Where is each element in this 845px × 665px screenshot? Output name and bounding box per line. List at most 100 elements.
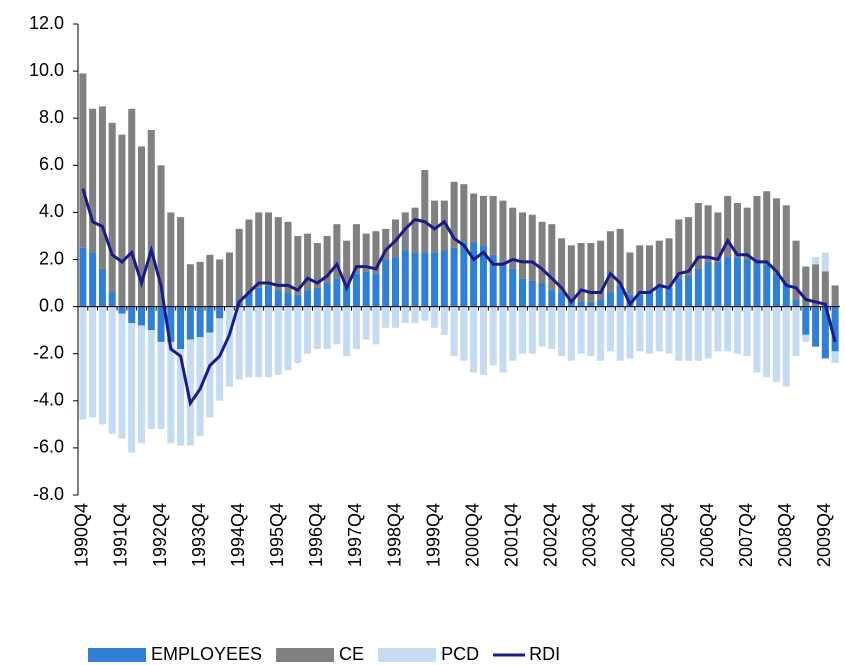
bar bbox=[763, 191, 771, 265]
bar bbox=[118, 313, 126, 439]
bar bbox=[460, 184, 468, 244]
bar bbox=[558, 306, 566, 357]
bar bbox=[167, 306, 175, 342]
bar bbox=[304, 233, 312, 291]
bar bbox=[509, 306, 517, 361]
bar bbox=[675, 278, 683, 307]
bar bbox=[177, 217, 185, 307]
bar bbox=[206, 332, 214, 418]
bar bbox=[294, 306, 302, 364]
bar bbox=[118, 306, 126, 314]
bar bbox=[772, 198, 781, 274]
x-tick-label: 1991Q4 bbox=[111, 503, 131, 567]
bar bbox=[704, 205, 712, 262]
bar bbox=[89, 108, 97, 253]
bar bbox=[636, 306, 644, 352]
bar bbox=[538, 306, 546, 347]
bar bbox=[792, 306, 800, 357]
bar bbox=[186, 339, 194, 446]
bar bbox=[333, 306, 341, 345]
bar bbox=[157, 306, 165, 342]
bar bbox=[333, 278, 341, 307]
bar bbox=[782, 306, 790, 387]
bar bbox=[440, 306, 448, 335]
x-tick-label: 2009Q4 bbox=[814, 503, 834, 567]
bar bbox=[206, 254, 214, 307]
bar bbox=[587, 301, 595, 307]
bar bbox=[431, 306, 439, 328]
bar bbox=[528, 280, 536, 307]
y-tick-label: -2.0 bbox=[33, 342, 64, 362]
bar bbox=[167, 341, 175, 444]
bar bbox=[391, 219, 400, 258]
legend-swatch bbox=[378, 648, 437, 662]
bar bbox=[245, 219, 253, 293]
y-tick-label: -6.0 bbox=[33, 437, 64, 457]
bar bbox=[362, 271, 370, 307]
bar bbox=[470, 306, 478, 373]
x-tick-label: 2001Q4 bbox=[501, 503, 521, 567]
bar bbox=[294, 235, 302, 295]
bar bbox=[216, 259, 224, 307]
bar bbox=[567, 245, 575, 300]
bar bbox=[597, 299, 605, 307]
bar bbox=[685, 217, 693, 276]
x-tick-label: 2006Q4 bbox=[697, 503, 717, 567]
bar bbox=[352, 224, 360, 274]
x-tick-label: 1992Q4 bbox=[150, 503, 170, 567]
bar bbox=[186, 264, 194, 307]
bar bbox=[362, 233, 370, 272]
x-tick-label: 2008Q4 bbox=[775, 503, 795, 567]
y-tick-label: 0.0 bbox=[39, 295, 64, 315]
bar bbox=[831, 285, 839, 307]
bar bbox=[558, 238, 566, 293]
bar bbox=[137, 306, 146, 326]
bar bbox=[606, 231, 614, 293]
x-tick-label: 2007Q4 bbox=[736, 503, 756, 567]
bar bbox=[147, 330, 155, 430]
bar bbox=[626, 252, 634, 295]
bar bbox=[147, 129, 155, 307]
bar bbox=[831, 351, 839, 364]
bar bbox=[98, 268, 106, 307]
bar bbox=[499, 306, 507, 373]
bar bbox=[460, 306, 468, 361]
x-tick-label: 2003Q4 bbox=[580, 503, 600, 567]
bar bbox=[401, 250, 409, 307]
bar bbox=[616, 285, 624, 307]
bar bbox=[792, 299, 800, 307]
bar bbox=[98, 106, 106, 269]
legend-swatch bbox=[88, 648, 146, 662]
bar bbox=[714, 261, 722, 307]
legend-label: EMPLOYEES bbox=[151, 644, 262, 664]
bar bbox=[724, 306, 732, 352]
bar bbox=[821, 252, 829, 272]
y-tick-label: 4.0 bbox=[39, 201, 64, 221]
x-tick-label: 2000Q4 bbox=[462, 503, 482, 567]
bar bbox=[470, 243, 478, 307]
bar bbox=[704, 306, 712, 359]
bar bbox=[431, 200, 439, 253]
bar bbox=[137, 146, 146, 307]
bar bbox=[450, 181, 458, 248]
bar bbox=[704, 261, 712, 307]
y-tick-label: -4.0 bbox=[33, 390, 64, 410]
bar bbox=[264, 212, 273, 286]
bar bbox=[577, 301, 585, 307]
bar bbox=[479, 195, 487, 246]
bar bbox=[518, 212, 527, 279]
bar bbox=[616, 306, 624, 361]
bar bbox=[538, 221, 546, 284]
bar bbox=[128, 306, 136, 324]
bar bbox=[186, 306, 194, 340]
bar bbox=[782, 283, 790, 307]
bar bbox=[313, 306, 321, 349]
legend-swatch bbox=[276, 648, 335, 662]
bar bbox=[313, 287, 321, 307]
bar bbox=[382, 228, 390, 260]
bar bbox=[274, 290, 282, 307]
bar bbox=[216, 318, 224, 401]
bar bbox=[743, 207, 751, 260]
bar bbox=[597, 240, 605, 300]
